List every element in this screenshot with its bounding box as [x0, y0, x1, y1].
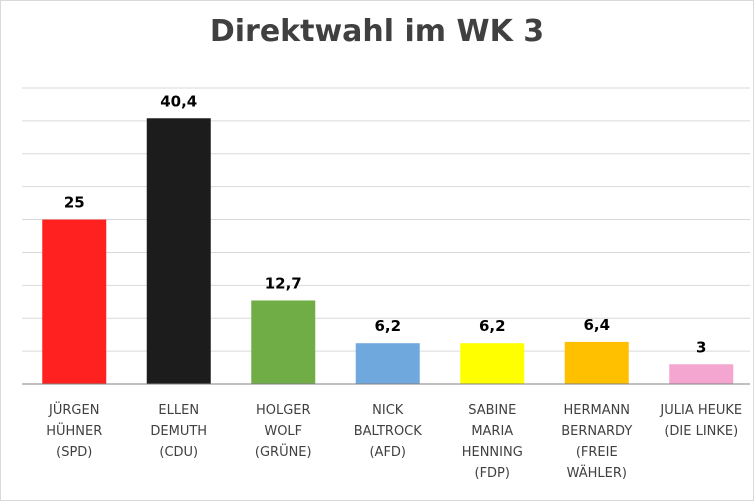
data-label: 25: [64, 194, 85, 212]
bar: [564, 341, 629, 384]
category-label: NICK: [372, 403, 404, 418]
category-label: (DIE LINKE): [664, 424, 738, 439]
bar: [42, 219, 107, 384]
category-label: HENNING: [462, 445, 523, 460]
data-label: 6,2: [479, 317, 506, 335]
category-label: (AFD): [369, 445, 406, 460]
category-label: (FDP): [475, 466, 510, 481]
bars: [42, 118, 734, 384]
bar: [355, 343, 420, 384]
category-label: WOLF: [264, 424, 302, 439]
category-label: (CDU): [159, 445, 198, 460]
category-label: BALTROCK: [354, 424, 423, 439]
bar: [146, 118, 211, 384]
category-label: (SPD): [56, 445, 92, 460]
data-label: 6,2: [374, 317, 401, 335]
data-label: 40,4: [160, 92, 197, 110]
category-label: ELLEN: [158, 403, 199, 418]
bar: [669, 364, 734, 384]
category-label: JULIA HEUKE: [659, 403, 742, 418]
category-label: DEMUTH: [150, 424, 207, 439]
category-label: HOLGER: [256, 403, 311, 418]
data-label: 3: [696, 338, 706, 356]
category-label: WÄHLER): [567, 465, 627, 481]
category-label: MARIA: [471, 424, 513, 439]
chart-title: Direktwahl im WK 3: [209, 14, 545, 49]
category-label: JÜRGEN: [48, 401, 99, 418]
category-label: (GRÜNE): [255, 443, 312, 460]
category-label: SABINE: [468, 403, 516, 418]
category-label: HERMANN: [563, 403, 630, 418]
gridlines: [22, 87, 750, 352]
data-labels: 25 40,4 12,7 6,2 6,2 6,4 3: [64, 92, 707, 356]
category-labels: JÜRGEN HÜHNER (SPD) ELLEN DEMUTH (CDU) HOLGER W…: [46, 401, 742, 481]
category-label: BERNARDY: [561, 424, 632, 439]
bar: [460, 343, 525, 384]
category-label: (FREIE: [576, 445, 618, 460]
category-label: HÜHNER: [46, 422, 102, 439]
data-label: 6,4: [583, 316, 610, 334]
bar: [251, 300, 316, 384]
data-label: 12,7: [265, 274, 302, 292]
